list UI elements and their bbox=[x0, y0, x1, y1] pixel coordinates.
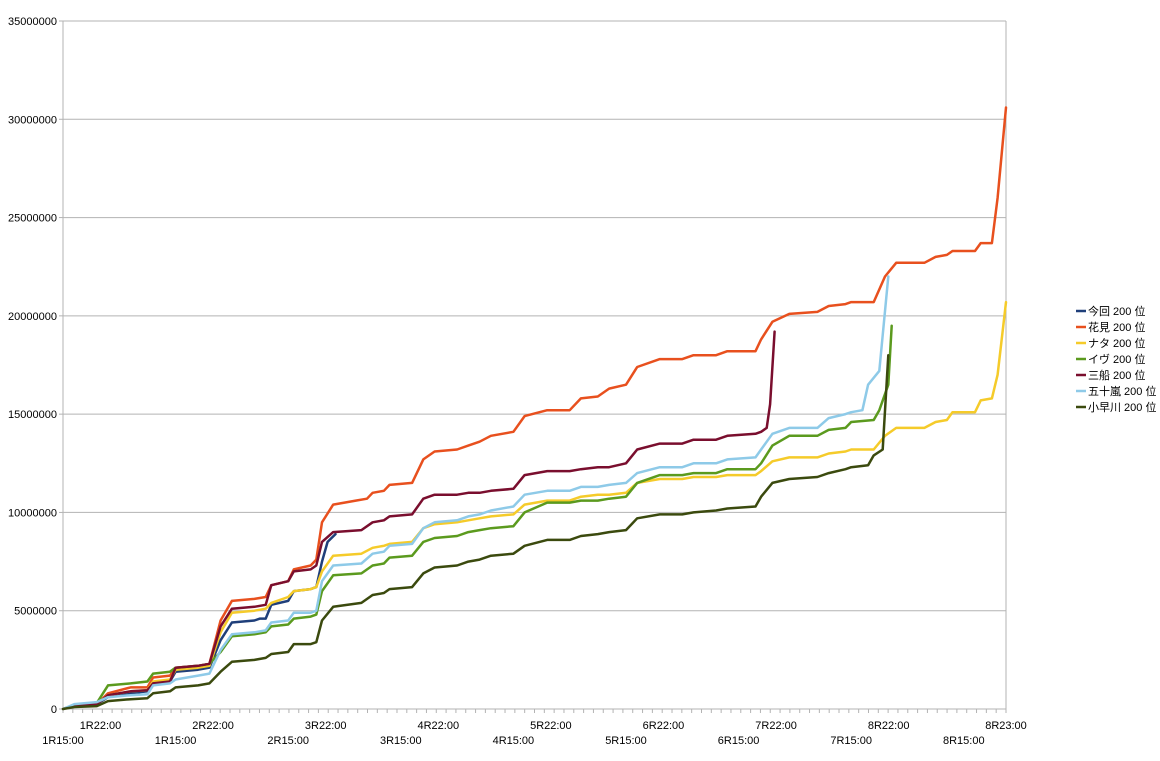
x-tick-label-lower: 1R15:00 bbox=[155, 735, 197, 747]
x-tick-label-lower: 6R15:00 bbox=[718, 735, 760, 747]
y-tick-label: 25000000 bbox=[8, 213, 57, 225]
x-tick-label-lower: 5R15:00 bbox=[605, 735, 647, 747]
x-tick-label-upper: 8R22:00 bbox=[868, 720, 910, 732]
x-tick-label-lower: 2R15:00 bbox=[267, 735, 309, 747]
legend-label: 三船 200 位 bbox=[1088, 368, 1145, 382]
x-tick-label-lower: 4R15:00 bbox=[493, 735, 535, 747]
x-tick-label-lower: 1R15:00 bbox=[42, 735, 84, 747]
legend-label: ナタ 200 位 bbox=[1088, 336, 1145, 350]
x-tick-label-lower: 7R15:00 bbox=[830, 735, 872, 747]
x-tick-label-upper: 1R22:00 bbox=[80, 720, 122, 732]
axes: 0 5000000 10000000 15000000 20000000 25000000… bbox=[8, 16, 1027, 747]
legend: 今回 200 位花見 200 位ナタ 200 位イヴ 200 位三船 200 位… bbox=[1076, 304, 1156, 414]
y-tick-label: 15000000 bbox=[8, 409, 57, 421]
series-lines bbox=[61, 106, 1008, 711]
x-tick-label-upper: 5R22:00 bbox=[530, 720, 572, 732]
x-tick-label-upper: 4R22:00 bbox=[417, 720, 459, 732]
y-tick-label: 20000000 bbox=[8, 311, 57, 323]
legend-label: 小早川 200 位 bbox=[1088, 400, 1156, 414]
y-tick-label: 0 bbox=[51, 704, 57, 716]
x-tick-label-upper: 2R22:00 bbox=[192, 720, 234, 732]
x-tick-label-upper: 8R23:00 bbox=[985, 720, 1027, 732]
legend-label: 今回 200 位 bbox=[1088, 304, 1145, 318]
gridlines bbox=[63, 20, 1007, 709]
series-line-5 bbox=[61, 275, 890, 711]
series-line-4 bbox=[61, 330, 776, 711]
x-tick-label-lower: 8R15:00 bbox=[943, 735, 985, 747]
x-tick-label-lower: 3R15:00 bbox=[380, 735, 422, 747]
y-tick-label: 10000000 bbox=[8, 507, 57, 519]
x-tick-label-upper: 6R22:00 bbox=[643, 720, 685, 732]
series-line-2 bbox=[61, 300, 1008, 711]
y-tick-label: 5000000 bbox=[14, 606, 57, 618]
series-line-6 bbox=[61, 353, 890, 711]
legend-label: 花見 200 位 bbox=[1088, 320, 1145, 334]
series-line-3 bbox=[61, 324, 893, 711]
series-line-0 bbox=[61, 532, 337, 711]
y-tick-label: 35000000 bbox=[8, 16, 57, 28]
x-tick-label-upper: 7R22:00 bbox=[755, 720, 797, 732]
x-tick-label-upper: 3R22:00 bbox=[305, 720, 347, 732]
y-tick-label: 30000000 bbox=[8, 114, 57, 126]
legend-label: イヴ 200 位 bbox=[1088, 352, 1145, 366]
legend-label: 五十嵐 200 位 bbox=[1088, 384, 1156, 398]
series-line-1 bbox=[61, 106, 1008, 711]
